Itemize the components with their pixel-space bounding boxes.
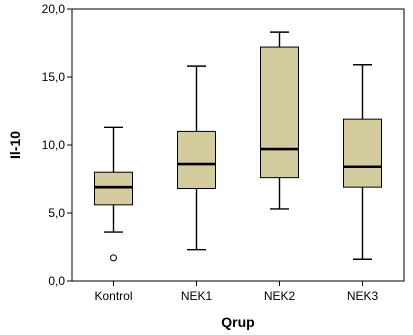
- x-axis-title: Qrup: [221, 314, 254, 330]
- y-tick-label: 20,0: [42, 2, 66, 16]
- y-axis: 0,0 5,0 10,0 15,0 20,0: [42, 2, 72, 288]
- x-tick-label: NEK2: [264, 289, 296, 303]
- y-axis-title: Il-10: [7, 131, 23, 159]
- x-tick-label: Kontrol: [94, 289, 132, 303]
- boxes-group: [94, 31, 382, 262]
- y-tick-label: 15,0: [42, 70, 66, 84]
- y-tick-label: 5,0: [48, 206, 65, 220]
- y-tick-label: 0,0: [48, 274, 65, 288]
- box-iqr: [94, 171, 133, 206]
- x-tick-label: NEK1: [181, 289, 213, 303]
- y-tick-label: 10,0: [42, 138, 66, 152]
- x-axis: Kontrol NEK1 NEK2 NEK3: [94, 281, 378, 303]
- x-tick-label: NEK3: [347, 289, 379, 303]
- outlier-point: [110, 254, 117, 262]
- box-iqr: [177, 130, 216, 190]
- box-iqr: [343, 118, 382, 188]
- box-iqr: [260, 46, 299, 179]
